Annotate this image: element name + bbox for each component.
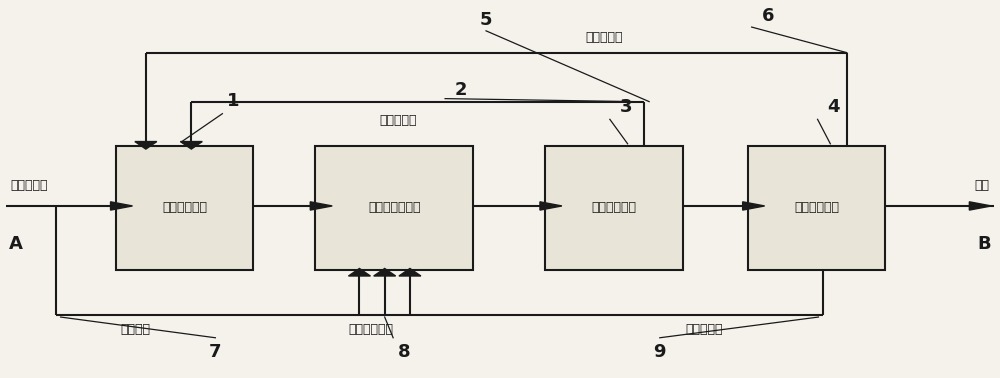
Text: 碳化生物滤池: 碳化生物滤池 <box>591 201 636 214</box>
Text: 3: 3 <box>620 98 632 116</box>
Text: 出水: 出水 <box>974 179 989 192</box>
Text: B: B <box>978 235 991 253</box>
Text: 混合液回流: 混合液回流 <box>379 114 417 127</box>
Text: 初沉池后出水: 初沉池后出水 <box>348 323 393 336</box>
Polygon shape <box>180 141 202 149</box>
Text: 硝化生物滤池: 硝化生物滤池 <box>794 201 839 214</box>
Polygon shape <box>540 202 562 210</box>
Bar <box>116 146 253 270</box>
Polygon shape <box>310 202 332 210</box>
Text: A: A <box>9 235 23 253</box>
Bar <box>748 146 885 270</box>
Bar <box>545 146 683 270</box>
Text: 二沉池出水: 二沉池出水 <box>11 179 48 192</box>
Polygon shape <box>374 268 396 276</box>
Polygon shape <box>743 202 765 210</box>
Text: 4: 4 <box>828 98 840 116</box>
Text: 厌氧生物滤池: 厌氧生物滤池 <box>162 201 207 214</box>
Polygon shape <box>111 202 133 210</box>
Polygon shape <box>399 268 421 276</box>
Polygon shape <box>969 202 991 210</box>
Polygon shape <box>135 141 157 149</box>
Text: 反硝化生物滤池: 反硝化生物滤池 <box>368 201 420 214</box>
Text: 硝化液回流: 硝化液回流 <box>685 323 723 336</box>
Text: 5: 5 <box>480 11 492 29</box>
Text: 7: 7 <box>209 343 222 361</box>
Text: 6: 6 <box>762 7 774 25</box>
Text: 9: 9 <box>654 343 666 361</box>
Text: 8: 8 <box>398 343 411 361</box>
Text: 超越进水: 超越进水 <box>121 323 151 336</box>
Polygon shape <box>348 268 370 276</box>
Bar <box>315 146 473 270</box>
Text: 混合液回流: 混合液回流 <box>585 31 622 44</box>
Text: 2: 2 <box>455 81 468 99</box>
Text: 1: 1 <box>227 92 240 110</box>
